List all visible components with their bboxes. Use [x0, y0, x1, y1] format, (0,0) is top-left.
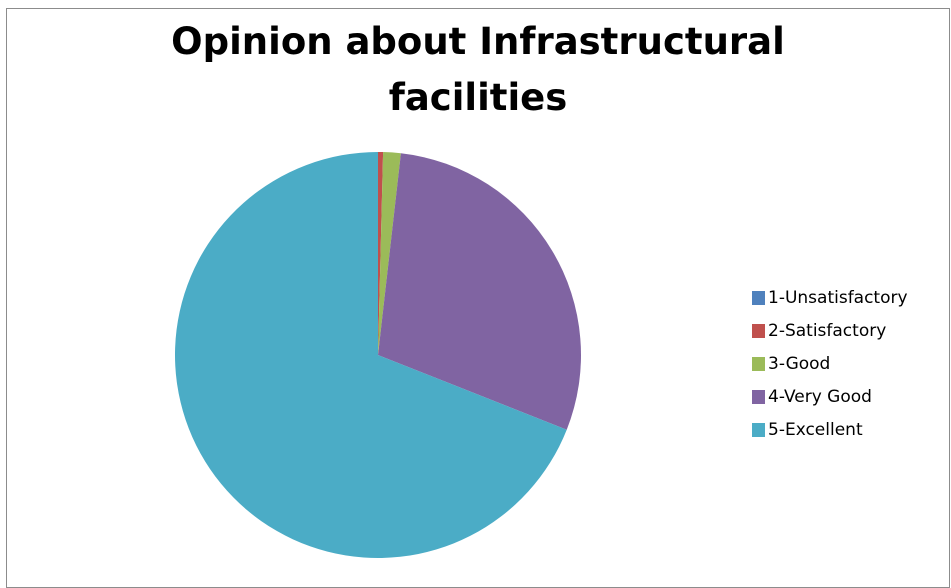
pie-slice-2-satisfactory: [378, 151, 384, 355]
legend-swatch: [752, 422, 765, 437]
legend-label: 1-Unsatisfactory: [768, 287, 908, 308]
legend-label: 2-Satisfactory: [768, 320, 887, 341]
legend-item-2-satisfactory: 2-Satisfactory: [752, 314, 908, 347]
legend-swatch: [752, 356, 765, 371]
legend-item-4-very-good: 4-Very Good: [752, 380, 908, 413]
legend-swatch: [752, 323, 765, 338]
legend-swatch: [752, 290, 765, 305]
legend-item-5-excellent: 5-Excellent: [752, 413, 908, 446]
legend-label: 5-Excellent: [768, 419, 863, 440]
pie-slice-4-very-good: [378, 153, 581, 430]
legend-item-1-unsatisfactory: 1-Unsatisfactory: [752, 281, 908, 314]
legend-swatch: [752, 389, 765, 404]
chart-title: Opinion about Infrastructural facilities: [171, 20, 785, 119]
legend: 1-Unsatisfactory 2-Satisfactory 3-Good 4-Ve…: [752, 281, 908, 446]
legend-label: 4-Very Good: [768, 386, 872, 407]
legend-item-3-good: 3-Good: [752, 347, 908, 380]
legend-label: 3-Good: [768, 353, 831, 374]
pie-slice-5-excellent: [174, 152, 567, 558]
pie-slice-3-good: [378, 152, 401, 355]
